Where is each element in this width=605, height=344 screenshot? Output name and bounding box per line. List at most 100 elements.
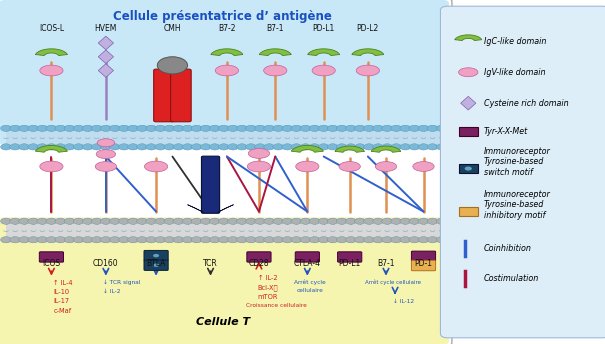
Circle shape xyxy=(273,144,284,150)
FancyBboxPatch shape xyxy=(144,260,168,270)
Circle shape xyxy=(264,218,275,224)
Ellipse shape xyxy=(215,65,238,76)
Circle shape xyxy=(264,125,275,131)
Polygon shape xyxy=(460,96,476,110)
Circle shape xyxy=(182,125,193,131)
Circle shape xyxy=(273,218,284,224)
Circle shape xyxy=(110,237,120,243)
Circle shape xyxy=(191,218,202,224)
Polygon shape xyxy=(98,36,114,50)
Circle shape xyxy=(318,144,329,150)
Text: B7-1: B7-1 xyxy=(378,259,394,268)
Text: TCR: TCR xyxy=(203,259,218,268)
Circle shape xyxy=(110,144,120,150)
Circle shape xyxy=(237,125,247,131)
Circle shape xyxy=(282,125,293,131)
Circle shape xyxy=(218,125,229,131)
Text: HVEM: HVEM xyxy=(95,24,117,33)
Polygon shape xyxy=(371,146,401,152)
Ellipse shape xyxy=(339,162,361,171)
Circle shape xyxy=(400,218,411,224)
FancyBboxPatch shape xyxy=(411,260,436,271)
Circle shape xyxy=(327,218,338,224)
Text: ICOS: ICOS xyxy=(42,259,60,268)
Circle shape xyxy=(418,144,429,150)
Text: ↑ IL-4: ↑ IL-4 xyxy=(53,280,73,286)
FancyBboxPatch shape xyxy=(295,252,319,262)
Circle shape xyxy=(264,237,275,243)
Circle shape xyxy=(155,125,166,131)
Circle shape xyxy=(100,144,111,150)
Circle shape xyxy=(200,218,211,224)
Text: B7-2: B7-2 xyxy=(218,24,235,33)
Polygon shape xyxy=(36,49,67,56)
Circle shape xyxy=(146,218,157,224)
Circle shape xyxy=(164,237,175,243)
Circle shape xyxy=(418,125,429,131)
Circle shape xyxy=(218,144,229,150)
Text: B7-1: B7-1 xyxy=(267,24,284,33)
Text: cellulaire: cellulaire xyxy=(296,288,323,293)
Circle shape xyxy=(173,144,184,150)
Circle shape xyxy=(345,144,356,150)
Circle shape xyxy=(209,237,220,243)
Circle shape xyxy=(64,144,75,150)
Circle shape xyxy=(255,144,266,150)
Circle shape xyxy=(291,125,302,131)
Bar xyxy=(6,131,442,144)
Circle shape xyxy=(10,144,21,150)
Circle shape xyxy=(436,125,447,131)
Ellipse shape xyxy=(40,161,63,172)
Circle shape xyxy=(291,218,302,224)
Circle shape xyxy=(246,144,257,150)
Text: PD-L1: PD-L1 xyxy=(313,24,335,33)
Text: Tyr-X-X-Met: Tyr-X-X-Met xyxy=(484,127,528,136)
Circle shape xyxy=(200,237,211,243)
Ellipse shape xyxy=(296,161,319,172)
Text: BTLA: BTLA xyxy=(146,259,166,268)
Circle shape xyxy=(91,144,102,150)
Bar xyxy=(459,207,478,216)
Circle shape xyxy=(465,166,472,171)
Circle shape xyxy=(409,144,420,150)
Circle shape xyxy=(28,144,39,150)
Circle shape xyxy=(64,218,75,224)
Circle shape xyxy=(227,237,238,243)
Circle shape xyxy=(19,237,30,243)
Circle shape xyxy=(191,125,202,131)
Text: Bcl-X႙: Bcl-X႙ xyxy=(258,284,278,291)
Circle shape xyxy=(100,237,111,243)
Text: Immunoreceptor
Tyrosine-based
switch motif: Immunoreceptor Tyrosine-based switch mot… xyxy=(484,147,551,176)
Circle shape xyxy=(345,218,356,224)
Circle shape xyxy=(282,218,293,224)
Circle shape xyxy=(345,237,356,243)
Circle shape xyxy=(391,144,402,150)
Circle shape xyxy=(227,144,238,150)
Text: ↓ IL-2: ↓ IL-2 xyxy=(103,289,120,294)
Circle shape xyxy=(155,144,166,150)
Circle shape xyxy=(110,218,120,224)
Circle shape xyxy=(300,144,311,150)
Circle shape xyxy=(318,218,329,224)
Circle shape xyxy=(273,125,284,131)
Circle shape xyxy=(1,218,11,224)
Circle shape xyxy=(191,237,202,243)
Circle shape xyxy=(73,237,84,243)
Circle shape xyxy=(37,218,48,224)
Circle shape xyxy=(164,144,175,150)
Circle shape xyxy=(409,237,420,243)
Circle shape xyxy=(137,237,148,243)
Circle shape xyxy=(255,237,266,243)
Circle shape xyxy=(436,218,447,224)
Circle shape xyxy=(327,237,338,243)
Circle shape xyxy=(382,218,393,224)
Text: CTLA-4: CTLA-4 xyxy=(294,259,321,268)
Circle shape xyxy=(427,144,438,150)
Text: PD-1: PD-1 xyxy=(414,259,433,268)
Text: CMH: CMH xyxy=(163,24,182,33)
Circle shape xyxy=(73,218,84,224)
Circle shape xyxy=(182,144,193,150)
Polygon shape xyxy=(218,205,234,212)
Polygon shape xyxy=(211,49,243,56)
Circle shape xyxy=(255,125,266,131)
